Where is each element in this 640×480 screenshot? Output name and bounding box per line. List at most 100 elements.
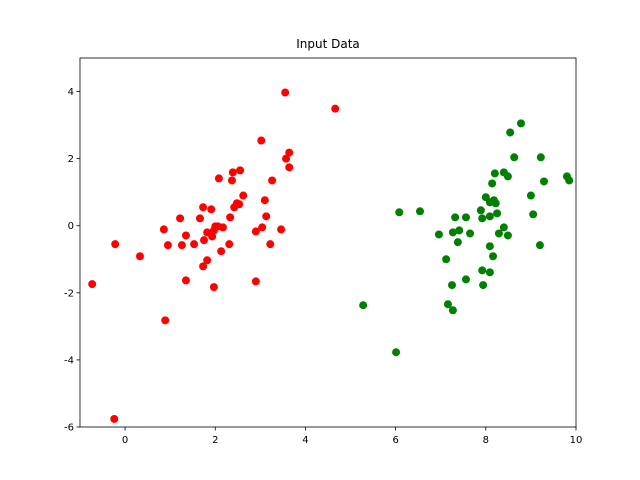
point — [161, 316, 170, 325]
point — [203, 256, 212, 265]
point — [476, 206, 485, 215]
point — [448, 228, 457, 237]
point — [190, 240, 199, 249]
point — [227, 176, 236, 185]
point — [235, 200, 244, 209]
point — [226, 213, 235, 222]
y-tick-label: 4 — [68, 87, 74, 98]
point — [485, 268, 494, 277]
y-tick-label: -6 — [64, 423, 74, 434]
point — [281, 88, 290, 97]
point — [448, 281, 456, 290]
point — [199, 262, 208, 271]
x-tick-label: 4 — [302, 435, 308, 446]
point — [503, 172, 512, 181]
point — [359, 301, 368, 310]
point — [503, 231, 512, 240]
point — [217, 247, 226, 256]
point — [258, 223, 267, 232]
point — [415, 207, 424, 216]
point — [208, 232, 217, 241]
point — [163, 241, 172, 250]
point — [111, 240, 120, 249]
x-tick-label: 0 — [122, 435, 128, 446]
x-tick-label: 6 — [392, 435, 398, 446]
point — [159, 225, 168, 234]
x-tick-label: 8 — [483, 435, 489, 446]
y-tick-label: -4 — [64, 355, 74, 366]
point — [478, 266, 487, 275]
point — [453, 238, 462, 247]
point — [443, 300, 452, 309]
point — [331, 104, 340, 113]
point — [251, 277, 260, 286]
point — [485, 212, 494, 221]
point — [195, 214, 204, 223]
point — [181, 276, 190, 285]
point — [526, 191, 535, 200]
plot-frame — [79, 57, 577, 428]
point — [135, 252, 144, 261]
point — [260, 196, 269, 205]
point — [478, 214, 487, 223]
point — [461, 213, 470, 222]
point — [251, 227, 260, 236]
point — [434, 230, 443, 239]
point — [176, 214, 185, 223]
point — [110, 414, 119, 423]
point — [395, 208, 404, 217]
point — [506, 128, 515, 137]
point — [510, 153, 519, 162]
point — [228, 168, 237, 177]
point — [494, 229, 503, 238]
point — [539, 177, 548, 186]
point — [257, 136, 266, 145]
point — [489, 252, 498, 261]
point — [209, 283, 218, 292]
point — [239, 191, 248, 200]
point — [277, 225, 286, 234]
point — [485, 242, 494, 251]
y-tick-label: 2 — [68, 154, 74, 165]
point — [207, 205, 216, 214]
point — [285, 163, 294, 172]
point — [282, 154, 291, 163]
point — [479, 281, 488, 290]
point — [536, 153, 545, 162]
point — [285, 148, 294, 157]
point — [200, 236, 208, 245]
point — [199, 203, 208, 212]
point — [466, 229, 475, 238]
point — [442, 255, 451, 264]
point — [565, 176, 574, 185]
point — [181, 231, 190, 240]
point — [225, 240, 234, 249]
point — [490, 169, 499, 178]
point — [214, 174, 223, 183]
point — [451, 213, 460, 222]
point — [455, 226, 464, 235]
y-tick-label: -2 — [64, 288, 74, 299]
point — [516, 119, 525, 128]
point — [493, 209, 502, 218]
point — [461, 275, 470, 284]
point — [392, 348, 401, 357]
point — [177, 241, 186, 250]
point — [448, 306, 457, 315]
point — [236, 166, 245, 175]
point — [266, 240, 275, 249]
point — [535, 241, 544, 250]
x-tick-label: 10 — [570, 435, 583, 446]
chart-title: Input Data — [296, 37, 360, 51]
point — [491, 199, 500, 208]
point — [88, 280, 97, 289]
point — [262, 212, 271, 221]
point — [529, 210, 538, 219]
point — [488, 179, 497, 188]
y-tick-label: 0 — [68, 221, 74, 232]
point — [499, 223, 508, 232]
point — [218, 223, 227, 232]
x-tick-label: 2 — [212, 435, 218, 446]
